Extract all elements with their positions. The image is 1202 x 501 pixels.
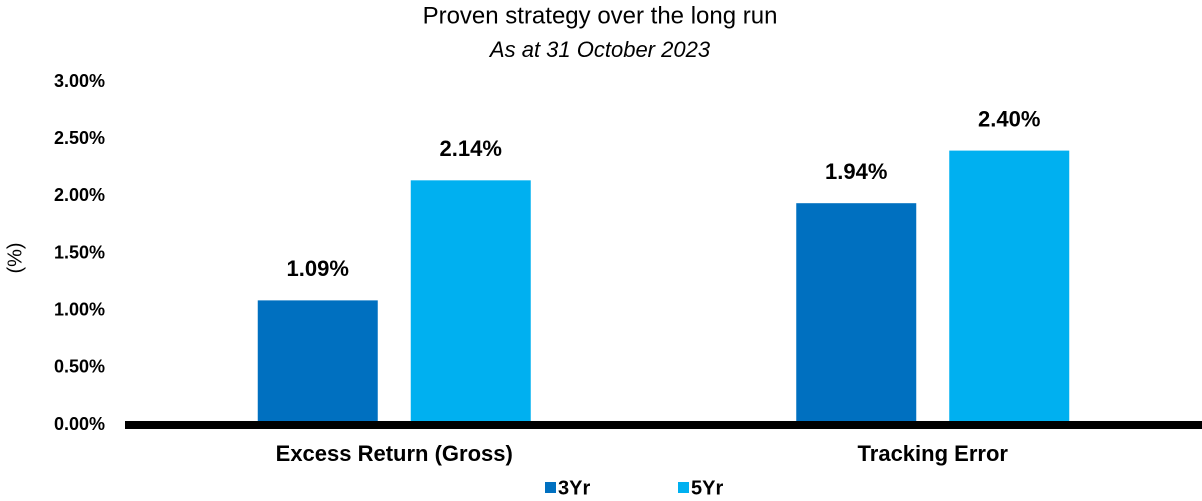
y-tick-label: 1.50% <box>54 242 105 262</box>
data-label: 1.94% <box>825 159 887 184</box>
data-label: 1.09% <box>287 256 349 281</box>
y-tick-label: 2.50% <box>54 128 105 148</box>
legend-label: 5Yr <box>691 477 723 499</box>
bar <box>410 180 531 425</box>
y-tick-label: 0.00% <box>54 414 105 434</box>
bar <box>257 300 378 425</box>
data-label: 2.40% <box>978 106 1040 131</box>
bar <box>796 203 917 425</box>
bar <box>949 150 1070 425</box>
y-tick-label: 1.00% <box>54 299 105 319</box>
data-label: 2.14% <box>440 136 502 161</box>
x-tick-label: Excess Return (Gross) <box>276 441 513 466</box>
chart-title: Proven strategy over the long run <box>423 2 778 29</box>
legend-swatch <box>545 482 556 493</box>
y-axis-label: (%) <box>4 242 26 273</box>
legend-swatch <box>678 482 689 493</box>
chart-subtitle: As at 31 October 2023 <box>488 37 711 62</box>
y-tick-label: 3.00% <box>54 71 105 91</box>
legend-label: 3Yr <box>558 477 590 499</box>
y-tick-label: 2.00% <box>54 185 105 205</box>
y-tick-label: 0.50% <box>54 357 105 377</box>
x-tick-label: Tracking Error <box>858 441 1009 466</box>
